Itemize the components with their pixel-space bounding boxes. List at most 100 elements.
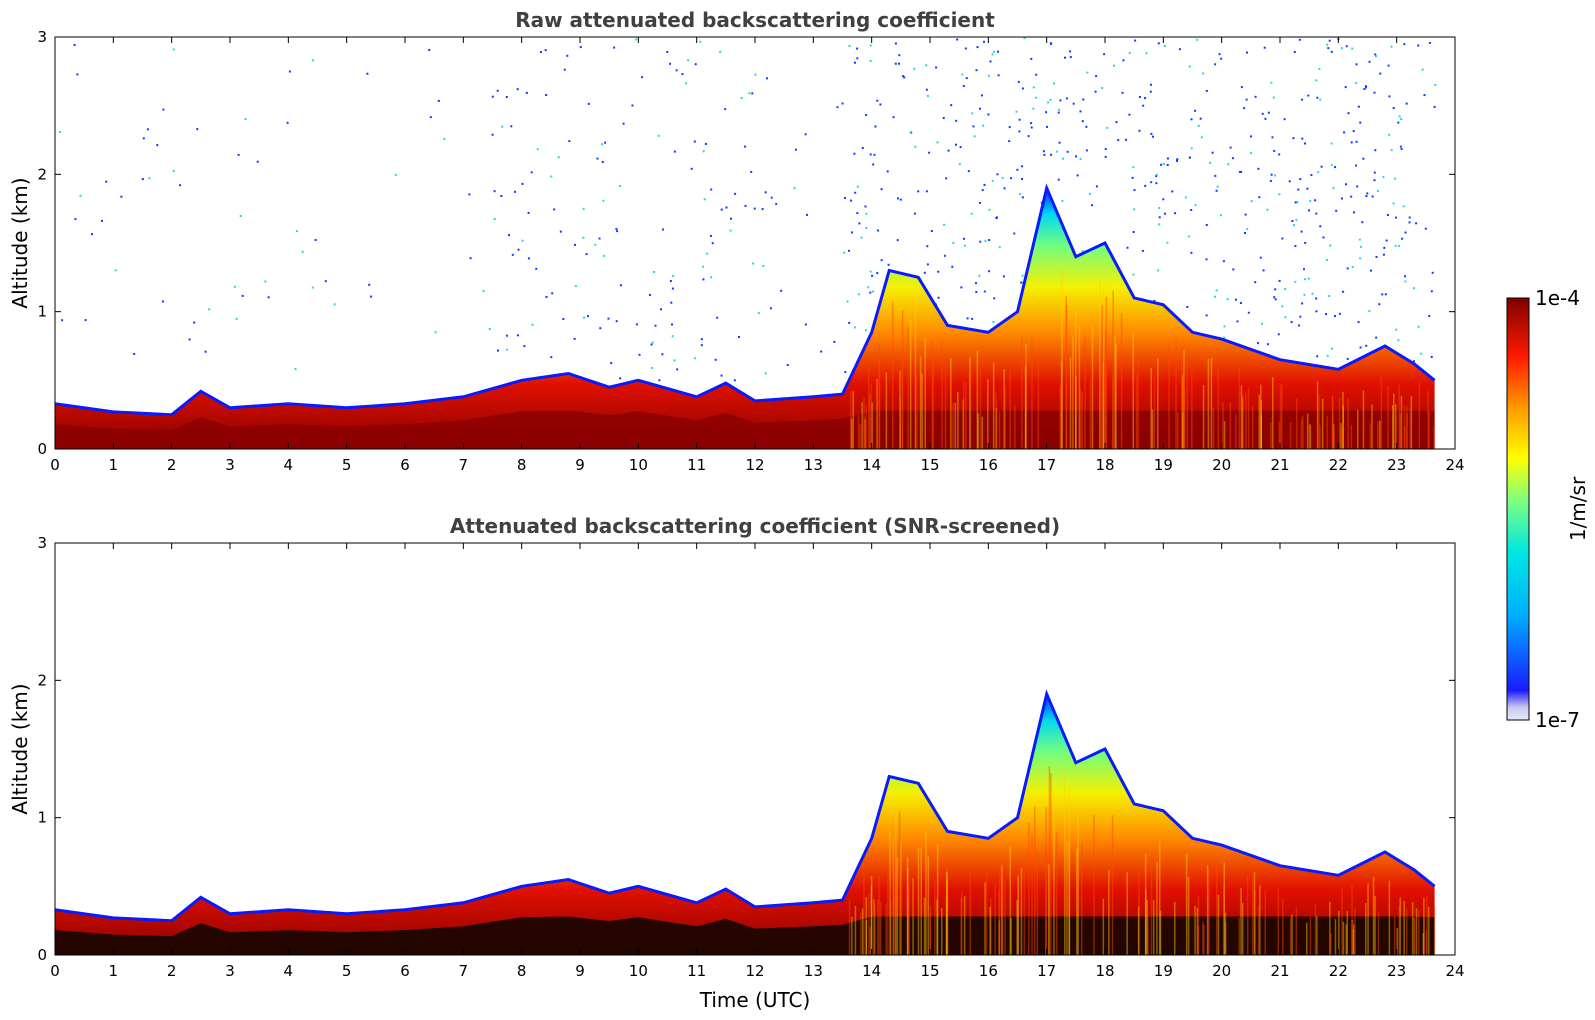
speckle: [865, 227, 868, 229]
streak: [1059, 384, 1061, 449]
speckle: [615, 320, 618, 323]
heatmap-layer: [55, 37, 1437, 449]
speckle: [848, 249, 850, 252]
surface-core: [55, 410, 1435, 449]
speckle: [1128, 113, 1131, 116]
streak: [1235, 414, 1237, 449]
streak: [851, 916, 853, 955]
x-tick-label: 24: [1445, 456, 1464, 474]
heatmap-layer: [55, 689, 1436, 955]
speckle: [930, 230, 933, 232]
speckle: [1373, 179, 1376, 182]
x-tick-label: 13: [804, 456, 823, 474]
streak: [1396, 927, 1398, 955]
speckle: [1293, 224, 1295, 227]
speckle: [1294, 201, 1297, 204]
speckle: [926, 263, 929, 266]
streak: [1252, 405, 1254, 449]
streak: [1010, 918, 1012, 955]
speckle: [550, 356, 553, 359]
speckle: [1264, 117, 1267, 120]
speckle: [1190, 209, 1193, 211]
speckle: [1035, 73, 1038, 76]
speckle: [988, 208, 991, 211]
streak: [1433, 905, 1436, 955]
speckle: [1365, 195, 1368, 197]
speckle: [1326, 354, 1329, 357]
speckle: [871, 274, 874, 277]
streak: [1065, 305, 1068, 449]
streak: [865, 920, 868, 955]
speckle: [74, 218, 77, 221]
streak: [1025, 344, 1027, 449]
speckle: [521, 239, 524, 242]
streak: [1329, 901, 1331, 955]
y-axis-label: Altitude (km): [8, 683, 32, 814]
streak: [934, 878, 936, 955]
speckle: [669, 280, 672, 282]
speckle: [955, 143, 957, 146]
speckle: [1272, 96, 1275, 99]
streak: [892, 300, 894, 449]
streak: [1282, 898, 1284, 955]
streak: [1260, 400, 1262, 449]
speckle: [1326, 43, 1329, 46]
speckle: [975, 282, 977, 285]
speckle: [596, 157, 599, 160]
speckle: [1141, 249, 1144, 252]
speckle: [1176, 159, 1178, 162]
streak: [1091, 326, 1094, 449]
speckle: [764, 372, 767, 375]
streak: [1277, 887, 1280, 955]
speckle: [1163, 45, 1166, 47]
speckle: [1365, 344, 1368, 347]
streak: [1112, 290, 1114, 449]
speckle: [146, 128, 149, 131]
streak: [1145, 889, 1147, 955]
speckle: [1319, 225, 1322, 228]
streak: [865, 405, 867, 449]
streak: [1413, 917, 1416, 955]
speckle: [602, 254, 605, 257]
speckle: [1330, 50, 1333, 53]
streak: [957, 391, 959, 449]
streak: [929, 913, 931, 955]
streak: [1354, 907, 1356, 955]
streak: [1387, 385, 1389, 449]
speckle: [1199, 117, 1202, 120]
speckle: [1144, 97, 1147, 100]
streak: [994, 883, 996, 955]
streak: [900, 841, 902, 955]
streak: [995, 408, 998, 449]
speckle: [314, 239, 317, 241]
speckle: [1340, 47, 1343, 50]
streak: [1367, 883, 1369, 955]
speckle: [241, 294, 244, 297]
speckle: [76, 73, 79, 76]
streak: [1365, 903, 1367, 955]
speckle: [928, 151, 931, 154]
speckle: [971, 317, 974, 320]
streak: [1081, 842, 1083, 955]
speckle: [1431, 271, 1434, 274]
streak: [1281, 384, 1283, 449]
streak: [861, 908, 864, 955]
speckle: [1277, 333, 1280, 336]
speckle: [1132, 166, 1135, 169]
speckle: [972, 125, 975, 128]
speckle: [156, 144, 159, 147]
streak: [1426, 895, 1428, 955]
speckle: [1061, 157, 1064, 160]
speckle: [1018, 118, 1021, 121]
streak: [1251, 876, 1254, 955]
speckle: [1299, 178, 1302, 181]
y-tick-label: 2: [37, 165, 47, 183]
x-tick-label: 15: [920, 456, 939, 474]
streak: [929, 905, 932, 955]
speckle: [1415, 222, 1418, 225]
streak: [1258, 394, 1260, 449]
y-tick-label: 3: [37, 534, 47, 552]
speckle: [1400, 148, 1403, 150]
speckle: [1091, 204, 1094, 207]
speckle: [1196, 38, 1199, 41]
